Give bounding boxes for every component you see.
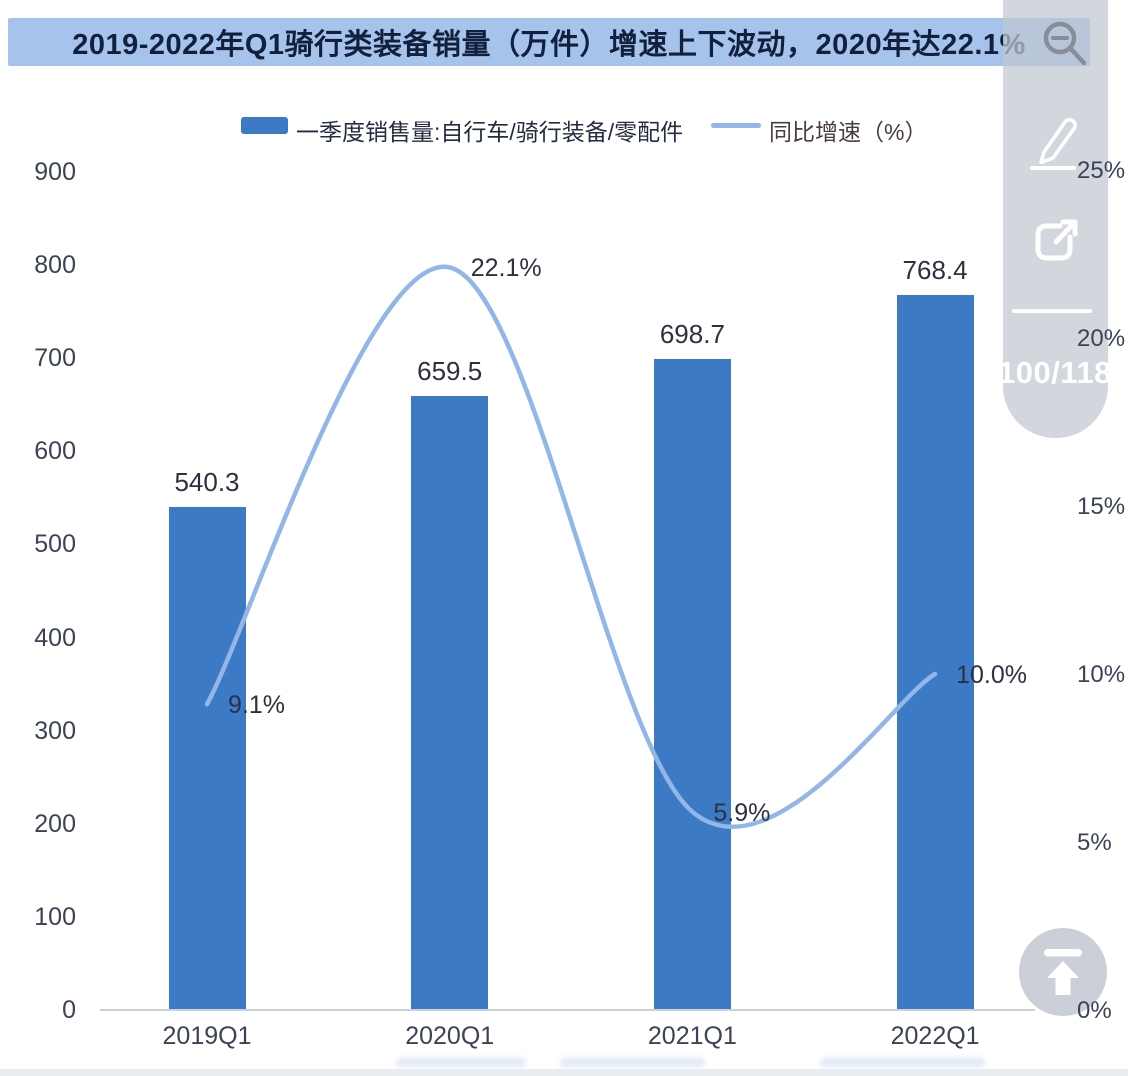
right-axis-tick-15: 15% bbox=[1077, 493, 1126, 520]
right-axis-tick-25: 25% bbox=[1077, 157, 1126, 184]
open-external-icon[interactable] bbox=[1030, 212, 1082, 275]
zoom-search-icon[interactable] bbox=[1038, 16, 1092, 77]
right-axis-tick-20: 20% bbox=[1077, 325, 1126, 352]
legend-bar-label: 一季度销售量:自行车/骑行装备/零配件 bbox=[296, 119, 684, 145]
bottom-edge-strip bbox=[0, 1069, 1128, 1076]
right-axis-tick-5: 5% bbox=[1077, 829, 1112, 856]
left-axis-tick-400: 400 bbox=[34, 623, 76, 652]
bar-2019Q1 bbox=[168, 506, 246, 1010]
bar-2022Q1 bbox=[896, 294, 974, 1010]
edit-underline bbox=[1030, 166, 1076, 170]
bar-value-2019Q1: 540.3 bbox=[174, 466, 240, 497]
chart-title-bar: 2019-2022年Q1骑行类装备销量（万件）增速上下波动，2020年达22.1… bbox=[8, 18, 1090, 66]
bar-value-2021Q1: 698.7 bbox=[659, 319, 725, 350]
x-axis-line bbox=[100, 1009, 1035, 1011]
line-point-label-2020Q1: 22.1% bbox=[470, 254, 542, 283]
bar-2021Q1 bbox=[653, 359, 731, 1010]
line-point-label-2019Q1: 9.1% bbox=[228, 691, 285, 720]
line-point-label-2021Q1: 5.9% bbox=[713, 798, 771, 827]
back-to-top-button[interactable] bbox=[1019, 928, 1107, 1016]
x-axis-label-2019Q1: 2019Q1 bbox=[162, 1022, 252, 1050]
x-axis-label-2021Q1: 2021Q1 bbox=[647, 1022, 737, 1050]
growth-line-path bbox=[204, 264, 938, 830]
left-axis-tick-900: 900 bbox=[34, 158, 76, 186]
chart-title: 2019-2022年Q1骑行类装备销量（万件）增速上下波动，2020年达22.1… bbox=[72, 29, 1026, 61]
left-axis-tick-800: 800 bbox=[34, 251, 76, 280]
left-axis-tick-700: 700 bbox=[34, 344, 76, 373]
bar-value-2022Q1: 768.4 bbox=[902, 254, 968, 285]
left-axis-tick-100: 100 bbox=[34, 902, 76, 931]
left-axis-tick-0: 0 bbox=[62, 996, 76, 1024]
page-indicator: 100/118 bbox=[998, 355, 1112, 390]
x-axis-label-2020Q1: 2020Q1 bbox=[405, 1022, 495, 1050]
left-axis-tick-200: 200 bbox=[34, 809, 76, 838]
left-axis-tick-500: 500 bbox=[34, 530, 76, 559]
left-axis-tick-600: 600 bbox=[34, 437, 76, 466]
bar-value-2020Q1: 659.5 bbox=[417, 355, 483, 386]
bottom-blur-artifact bbox=[396, 1058, 526, 1067]
toolbar-divider bbox=[1012, 309, 1092, 313]
back-to-top-icon bbox=[1044, 949, 1082, 995]
legend-line-swatch bbox=[711, 123, 761, 128]
right-axis-tick-10: 10% bbox=[1077, 661, 1126, 688]
bar-2020Q1 bbox=[411, 395, 489, 1010]
left-axis-tick-300: 300 bbox=[34, 716, 76, 745]
x-axis-label-2022Q1: 2022Q1 bbox=[890, 1022, 980, 1050]
floating-toolbar bbox=[1003, 0, 1108, 438]
bottom-blur-artifact bbox=[820, 1058, 985, 1067]
line-point-label-2022Q1: 10.0% bbox=[956, 661, 1027, 689]
legend-bar-swatch bbox=[241, 117, 288, 134]
legend-line-label: 同比增速（%） bbox=[769, 119, 928, 145]
bottom-blur-artifact bbox=[560, 1058, 705, 1067]
edit-pencil-icon[interactable] bbox=[1032, 110, 1078, 169]
right-axis-tick-0: 0% bbox=[1077, 997, 1112, 1024]
